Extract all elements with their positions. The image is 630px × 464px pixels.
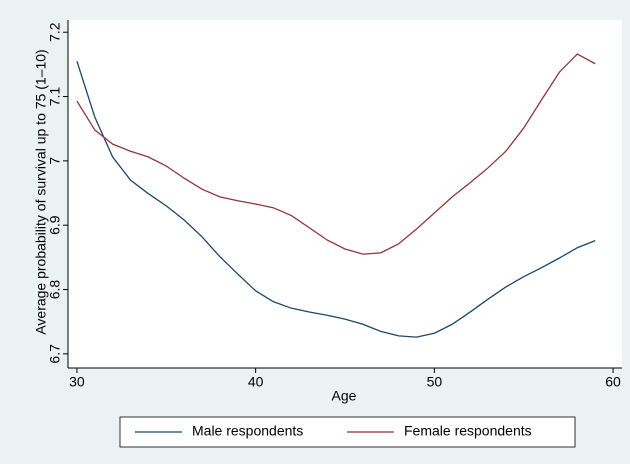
x-axis-label: Age bbox=[332, 388, 357, 404]
x-tick-label: 40 bbox=[248, 374, 264, 390]
x-tick-label: 30 bbox=[69, 374, 85, 390]
plot-area bbox=[68, 20, 622, 368]
x-tick-label: 50 bbox=[427, 374, 443, 390]
x-tick-label: 60 bbox=[605, 374, 621, 390]
y-tick-label: 6.9 bbox=[47, 215, 63, 235]
line-series bbox=[76, 53, 596, 255]
legend-label: Female respondents bbox=[404, 423, 532, 439]
y-tick-label: 6.8 bbox=[47, 280, 63, 300]
line-series bbox=[76, 60, 596, 338]
y-tick-label: 7.1 bbox=[47, 87, 63, 107]
y-axis-label: Average probability of survival up to 75… bbox=[33, 49, 49, 334]
y-tick-label: 7 bbox=[47, 157, 63, 165]
y-tick-label: 6.7 bbox=[47, 344, 63, 364]
legend-label: Male respondents bbox=[192, 423, 303, 439]
y-tick-label: 7.2 bbox=[47, 22, 63, 42]
